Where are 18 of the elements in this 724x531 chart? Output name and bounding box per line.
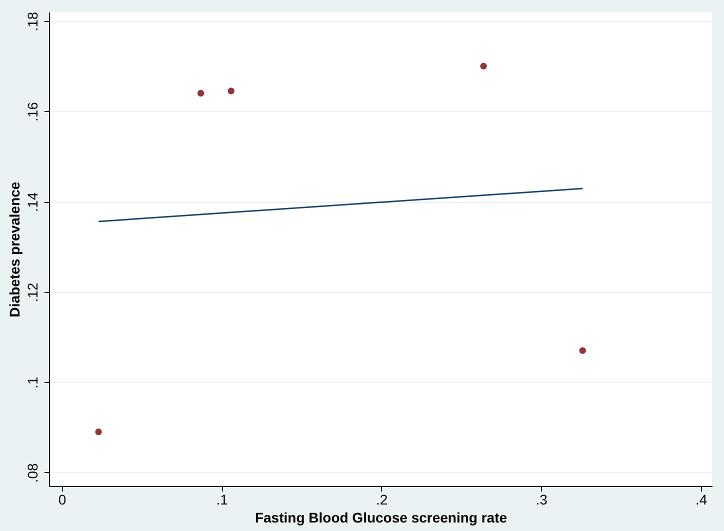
x-tick-label: 0: [58, 492, 66, 508]
x-tick-label: .2: [376, 492, 388, 508]
point: [228, 88, 234, 94]
y-tick-label: .08: [24, 463, 40, 483]
y-axis-title: Diabetes prevalence: [6, 182, 22, 318]
y-tick-label: .12: [24, 282, 40, 302]
y-tick-label: .14: [24, 192, 40, 212]
x-tick-label: .3: [536, 492, 548, 508]
x-tick-label: .1: [216, 492, 228, 508]
x-tick-label: .4: [695, 492, 708, 508]
point: [197, 90, 204, 97]
point: [95, 428, 102, 436]
x-axis-title: Fasting Blood Glucose screening rate: [254, 510, 508, 526]
y-tick-label: .16: [24, 102, 40, 122]
y-tick-label: .1: [24, 376, 40, 389]
point: [480, 62, 487, 70]
y-tick-label: .18: [24, 12, 40, 32]
point: [579, 347, 586, 354]
